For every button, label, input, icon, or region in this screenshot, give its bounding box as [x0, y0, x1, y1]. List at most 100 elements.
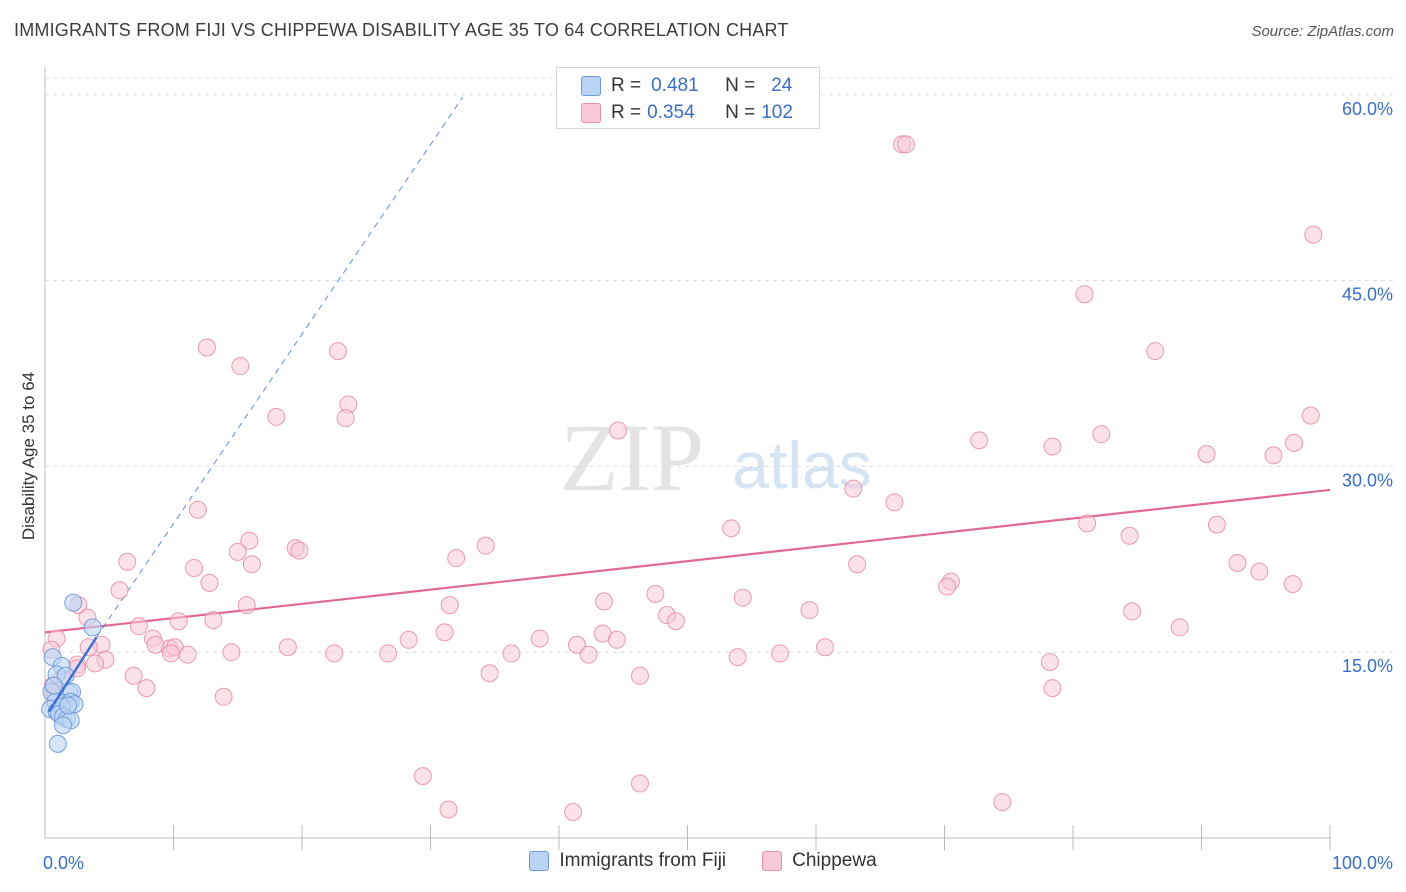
chippewa-point — [607, 630, 626, 649]
chippewa-point — [1170, 618, 1189, 637]
chippewa-point — [1283, 575, 1302, 594]
chippewa-trend-line — [44, 488, 1331, 634]
chippewa-point — [447, 549, 466, 568]
x-tick-label-1: 100.0% — [1332, 853, 1393, 873]
y-tick-label: 60.0% — [1342, 99, 1393, 119]
data-points — [41, 135, 1323, 821]
chippewa-point — [630, 774, 649, 793]
stats-row-chippewa: R = 0.354 N = 102 — [581, 100, 793, 126]
r-value: 0.354 — [647, 102, 695, 123]
y-tick-label: 45.0% — [1342, 285, 1393, 305]
n-value: 102 — [761, 102, 793, 123]
chippewa-point — [197, 338, 216, 357]
legend-item-chippewa[interactable]: Chippewa — [762, 850, 877, 872]
y-tick-label: 30.0% — [1342, 470, 1393, 490]
chippewa-point — [1146, 342, 1165, 361]
r-label: R = — [611, 75, 642, 96]
chippewa-point — [666, 612, 685, 631]
chippewa-point — [970, 431, 989, 450]
y-axis-label: Disability Age 35 to 64 — [19, 372, 38, 540]
n-label: N = — [725, 75, 756, 96]
chippewa-point — [815, 638, 834, 657]
chippewa-point — [938, 577, 957, 596]
chippewa-point — [290, 541, 309, 560]
chippewa-point — [1304, 225, 1323, 244]
chippewa-point — [1228, 554, 1247, 573]
chippewa-point — [630, 666, 649, 685]
legend-label-chippewa: Chippewa — [792, 850, 877, 871]
chippewa-point — [1078, 514, 1097, 533]
chippewa-point — [110, 581, 129, 600]
chippewa-point — [993, 793, 1012, 812]
chippewa-point — [129, 617, 148, 636]
chippewa-point — [240, 531, 259, 550]
chippewa-point — [124, 666, 143, 685]
chippewa-point — [86, 654, 105, 673]
chippewa-point — [267, 407, 286, 426]
chippewa-swatch — [762, 851, 783, 871]
r-label: R = — [611, 102, 642, 123]
x-tick-label-0: 0.0% — [43, 853, 84, 873]
axes: 15.0% 30.0% 45.0% 60.0% — [44, 67, 1393, 850]
chippewa-point — [771, 644, 790, 663]
fiji-point — [44, 676, 63, 695]
fiji-trend-line — [47, 636, 98, 713]
legend-item-fiji[interactable]: Immigrants from Fiji — [529, 850, 726, 872]
n-label: N = — [725, 102, 756, 123]
chippewa-point — [328, 342, 347, 361]
chippewa-point — [848, 555, 867, 574]
chippewa-point — [169, 612, 188, 631]
chippewa-point — [1120, 526, 1139, 545]
chippewa-point — [564, 802, 583, 821]
chippewa-point — [178, 645, 197, 664]
chippewa-point — [200, 573, 219, 592]
fiji-trend-line-extended — [95, 96, 464, 638]
chart-title: IMMIGRANTS FROM FIJI VS CHIPPEWA DISABIL… — [14, 20, 789, 40]
chippewa-point — [278, 638, 297, 657]
chippewa-point — [896, 135, 915, 154]
chippewa-point — [579, 645, 598, 664]
chippewa-point — [336, 409, 355, 428]
fiji-swatch — [529, 851, 550, 871]
chippewa-point — [118, 552, 137, 571]
chippewa-point — [399, 630, 418, 649]
chippewa-point — [609, 421, 628, 440]
chippewa-point — [502, 644, 521, 663]
fiji-point — [53, 716, 72, 735]
chippewa-point — [435, 623, 454, 642]
chippewa-point — [440, 596, 459, 615]
bottom-legend: Immigrants from Fiji Chippewa — [0, 850, 1406, 872]
chippewa-point — [237, 596, 256, 615]
legend-label-fiji: Immigrants from Fiji — [559, 850, 727, 871]
chippewa-point — [1043, 679, 1062, 698]
chippewa-point — [885, 493, 904, 512]
chippewa-point — [476, 536, 495, 555]
chippewa-point — [161, 644, 180, 663]
chippewa-point — [137, 679, 156, 698]
chippewa-point — [1075, 285, 1094, 304]
chippewa-point — [222, 643, 241, 662]
chippewa-point — [242, 555, 261, 574]
chippewa-point — [413, 767, 432, 786]
chippewa-point — [379, 644, 398, 663]
chippewa-point — [844, 479, 863, 498]
chippewa-point — [188, 500, 207, 519]
chippewa-point — [214, 687, 233, 706]
chippewa-point — [594, 592, 613, 611]
chippewa-point — [1197, 445, 1216, 463]
fiji-point — [83, 618, 102, 637]
source-credit: Source: ZipAtlas.com — [1251, 23, 1394, 40]
chippewa-point — [325, 644, 344, 663]
chippewa-point — [646, 584, 665, 603]
chippewa-point — [722, 519, 741, 538]
chippewa-point — [480, 664, 499, 683]
chippewa-point — [185, 558, 204, 577]
chippewa-point — [1264, 446, 1283, 465]
chippewa-point — [1043, 437, 1062, 456]
chippewa-point — [733, 588, 752, 607]
chippewa-swatch — [581, 103, 601, 123]
chippewa-point — [204, 610, 223, 629]
trend-lines — [44, 96, 1331, 638]
chippewa-point — [1301, 406, 1320, 425]
